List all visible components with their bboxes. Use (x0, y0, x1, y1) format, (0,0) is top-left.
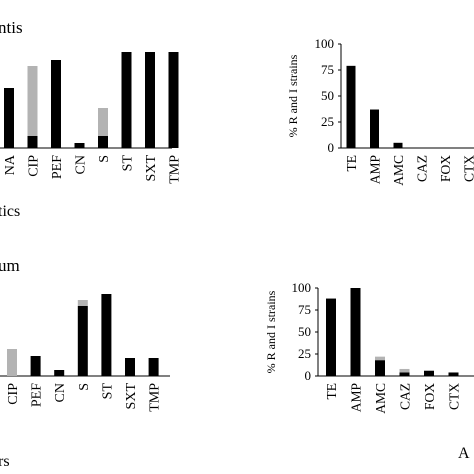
bar-intermediate-s (98, 108, 108, 136)
x-tick-label-caz: CAZ (415, 155, 430, 182)
y-tick-label: 0 (305, 368, 312, 383)
x-tick-label-tmp: TMP (168, 155, 183, 184)
chart-panel-3: CIP PEF CN S ST SXT TMP (0, 294, 170, 412)
y-tick-label: 100 (292, 280, 312, 295)
x-tick-label-sxt: SXT (124, 383, 139, 410)
chart-panel-1: NA CIP PEF CN S ST SXT TMP (0, 52, 183, 184)
bar-intermediate-caz (399, 368, 410, 373)
bar-resistant-cn (54, 370, 65, 376)
x-tick-label-amp: AMP (368, 155, 383, 184)
x-tick-label-amp: AMP (349, 383, 364, 412)
bottom-label-fragment: rs (0, 453, 10, 470)
x-tick-label-na: NA (3, 154, 18, 175)
bar-resistant-amp (350, 288, 361, 376)
x-tick-label-cip: CIP (6, 383, 21, 405)
bar-resistant-te (326, 298, 336, 376)
x-tick-label-sxt: SXT (144, 155, 159, 182)
bar-resistant-sxt (125, 358, 135, 376)
y-tick-label: 0 (328, 140, 335, 155)
bar-intermediate-cip (27, 66, 38, 136)
chart-panels: NA CIP PEF CN S ST SXT TMP 0 25 50 75 100 % R and I s… (0, 36, 474, 414)
bar-resistant-caz (399, 372, 410, 376)
bar-resistant-s (77, 306, 88, 376)
x-tick-label-amc: AMC (391, 155, 406, 186)
bar-resistant-tmp (148, 358, 159, 376)
bar-resistant-pef (30, 356, 41, 376)
y-tick-label: 50 (321, 88, 334, 103)
x-tick-label-s: S (97, 155, 112, 163)
y-axis-label: % R and I strains (286, 54, 300, 137)
bar-resistant-st (121, 52, 132, 148)
bar-resistant-te (346, 65, 356, 148)
y-tick-label: 50 (298, 324, 311, 339)
x-tick-label-te: TE (344, 155, 359, 172)
x-tick-label-pef: PEF (30, 383, 45, 407)
x-tick-label-st: ST (121, 155, 136, 172)
x-tick-label-pef: PEF (50, 155, 65, 179)
bar-resistant-cip (27, 136, 38, 148)
x-tick-label-te: TE (324, 383, 339, 400)
y-tick-label: 100 (315, 36, 335, 51)
x-tick-label-cn: CN (74, 155, 89, 174)
bar-resistant-cn (74, 143, 85, 148)
bar-intermediate-s (77, 300, 88, 306)
bar-resistant-st (101, 294, 112, 376)
mid-label-fragment: tics (0, 203, 20, 220)
bar-resistant-amp (370, 109, 379, 148)
bar-intermediate-amc (375, 356, 385, 361)
bar-resistant-amc (375, 360, 385, 376)
corner-fragment: A (458, 445, 470, 462)
x-tick-label-fox: FOX (422, 383, 437, 410)
bar-resistant-tmp (168, 52, 179, 148)
bar-resistant-ctx (448, 372, 459, 376)
bar-resistant-na (4, 88, 14, 148)
x-tick-label-ctx: CTX (462, 155, 474, 182)
x-tick-label-s: S (77, 383, 92, 391)
x-tick-label-caz: CAZ (398, 383, 413, 410)
chart-panel-4: 0 25 50 75 100 % R and I strains TE AMP AMC CAZ FO… (264, 280, 474, 414)
x-tick-label-st: ST (100, 383, 115, 400)
y-tick-label: 25 (298, 346, 311, 361)
x-tick-label-cip: CIP (27, 155, 42, 177)
bar-resistant-fox (424, 370, 434, 376)
bar-intermediate-cip (7, 349, 17, 376)
bar-resistant-amc (393, 142, 403, 148)
x-tick-label-fox: FOX (438, 155, 453, 182)
chart-panel-2: 0 25 50 75 100 % R and I strains TE AMP AMC CAZ FO… (286, 36, 474, 186)
y-tick-label: 25 (321, 114, 334, 129)
y-tick-label: 75 (298, 302, 311, 317)
y-axis-label: % R and I strains (264, 290, 278, 373)
x-tick-label-tmp: TMP (148, 383, 163, 412)
x-tick-label-ctx: CTX (447, 383, 462, 410)
x-tick-label-amc: AMC (373, 383, 388, 414)
bar-resistant-sxt (145, 52, 155, 148)
top-title-fragment: ntis (0, 18, 23, 37)
y-tick-label: 75 (321, 62, 334, 77)
bar-resistant-pef (51, 60, 61, 148)
x-tick-label-cn: CN (53, 383, 68, 402)
bar-resistant-s (98, 136, 108, 148)
lower-title-fragment: um (0, 256, 20, 275)
